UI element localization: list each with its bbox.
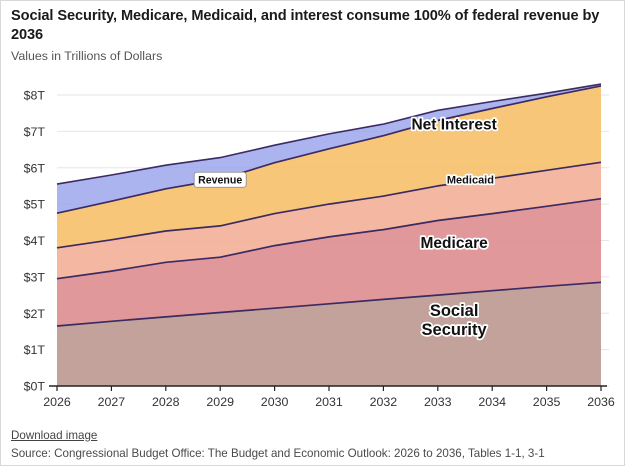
series-inline-labels: Revenue Net Interest Medicaid Medicare Socia… bbox=[193, 115, 498, 341]
area-band-social-security bbox=[57, 282, 601, 386]
revenue-label-text: Revenue bbox=[198, 174, 242, 186]
y-tick-label: $8T bbox=[24, 89, 46, 103]
y-tick-label: $0T bbox=[24, 380, 46, 394]
chart-subtitle: Values in Trillions of Dollars bbox=[11, 49, 163, 63]
medicare-label: Medicare bbox=[421, 235, 489, 252]
axis-lines bbox=[49, 385, 607, 391]
download-image-link[interactable]: Download image bbox=[11, 429, 98, 442]
x-tick-label: 2036 bbox=[587, 395, 615, 409]
x-tick-label: 2030 bbox=[261, 395, 289, 409]
x-tick-label: 2026 bbox=[43, 395, 71, 409]
area-band-medicare bbox=[57, 198, 601, 326]
y-axis-tick-labels: $0T $1T $2T $3T $4T $5T $6T $7T $8T bbox=[24, 89, 46, 394]
medicaid-label: Medicaid bbox=[447, 174, 494, 186]
area-bands bbox=[56, 83, 602, 386]
y-tick-label: $2T bbox=[24, 307, 46, 321]
x-tick-label: 2033 bbox=[424, 395, 452, 409]
area-band-medicaid bbox=[57, 162, 601, 279]
boundary-line-medicaid bbox=[56, 161, 602, 249]
x-tick-label: 2029 bbox=[206, 395, 234, 409]
x-axis-tick-labels: 2026 2027 2028 2029 2030 2031 2032 2033 2034 2035… bbox=[43, 395, 615, 409]
x-tick-label: 2032 bbox=[370, 395, 398, 409]
revenue-label-pill bbox=[193, 171, 247, 188]
source-note: Source: Congressional Budget Office: The… bbox=[11, 447, 545, 460]
x-tick-label: 2031 bbox=[315, 395, 343, 409]
net-interest-label: Net Interest bbox=[411, 117, 496, 134]
x-tick-label: 2034 bbox=[478, 395, 506, 409]
social-security-label-line2: Security bbox=[422, 321, 488, 339]
boundary-line-revenue bbox=[56, 83, 602, 185]
y-tick-label: $5T bbox=[24, 198, 46, 212]
y-tick-label: $7T bbox=[24, 125, 46, 139]
social-security-label-line1: Social bbox=[430, 302, 479, 320]
area-band-net-interest bbox=[57, 85, 601, 248]
boundary-line-net-interest bbox=[56, 85, 602, 215]
page-title: Social Security, Medicare, Medicaid, and… bbox=[11, 8, 600, 43]
boundary-line-social-security bbox=[56, 281, 602, 327]
x-tick-label: 2028 bbox=[152, 395, 180, 409]
boundary-line-medicare bbox=[56, 197, 602, 280]
y-tick-label: $3T bbox=[24, 270, 46, 284]
y-tick-label: $1T bbox=[24, 343, 46, 357]
x-tick-label: 2027 bbox=[98, 395, 126, 409]
y-tick-label: $6T bbox=[24, 161, 46, 175]
x-tick-label: 2035 bbox=[533, 395, 561, 409]
y-tick-label: $4T bbox=[24, 234, 46, 248]
